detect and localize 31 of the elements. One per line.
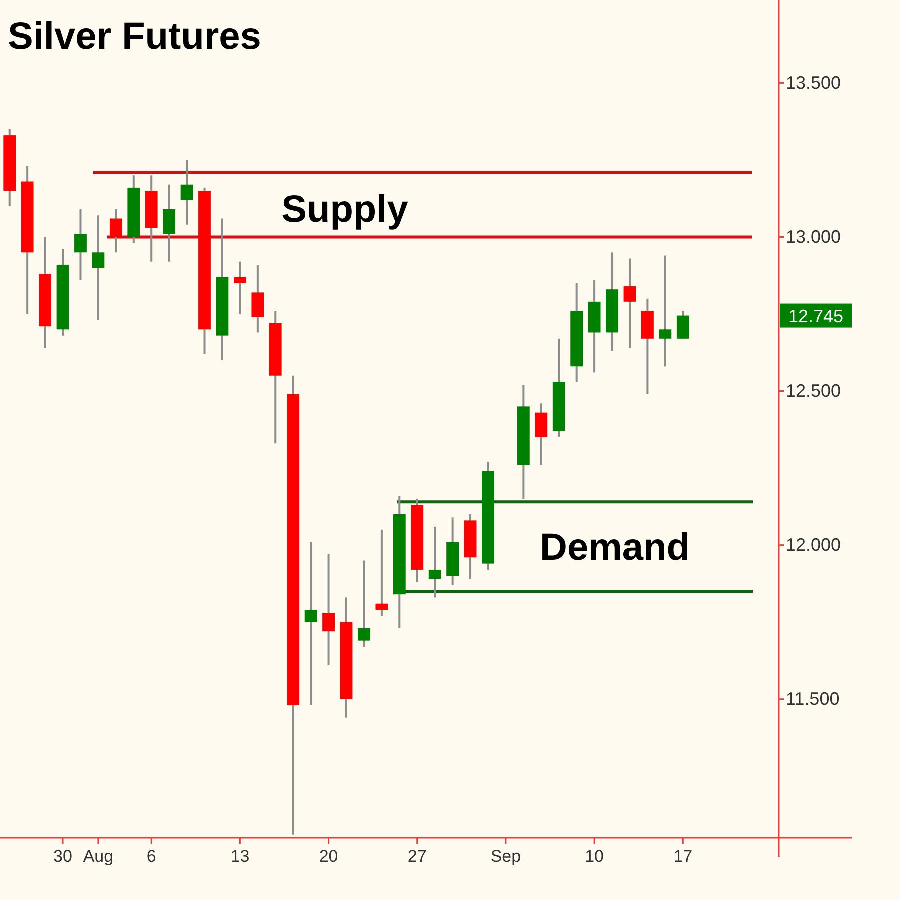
ref-line-label: Demand (540, 526, 690, 569)
candlestick (304, 541, 318, 707)
candlestick (358, 560, 370, 648)
x-tick-label: 20 (319, 847, 338, 866)
x-tick-label: 30 (54, 847, 72, 866)
x-tick-label: 6 (146, 847, 156, 866)
text: 12.745 (788, 306, 844, 326)
y-tick-label: 12.000 (786, 535, 842, 556)
x-tick-label: Aug (83, 847, 114, 866)
chart-title: Silver Futures (8, 16, 262, 58)
x-tick-label: Sep (490, 847, 522, 866)
candlestick (234, 260, 246, 316)
candlestick (74, 208, 87, 282)
y-tick-label: 13.500 (786, 72, 842, 93)
x-tick-label: 27 (408, 847, 427, 866)
y-tick-label: 13.000 (786, 226, 842, 247)
candlestick (676, 310, 690, 340)
y-tick-label: 11.500 (786, 689, 840, 710)
candlestick (428, 526, 442, 599)
candlestick (624, 258, 636, 350)
candlestick (376, 528, 388, 618)
candlestick (110, 208, 122, 254)
x-tick-label: 17 (674, 847, 693, 866)
x-tick-label: 13 (230, 847, 250, 866)
y-tick-label: 12.500 (786, 381, 842, 402)
candlestick (322, 554, 335, 666)
ref-line-label: Supply (282, 189, 408, 232)
candlestick (180, 159, 194, 226)
candlestick (659, 254, 672, 368)
candlestick (92, 214, 105, 322)
x-tick-label: 10 (585, 847, 604, 866)
